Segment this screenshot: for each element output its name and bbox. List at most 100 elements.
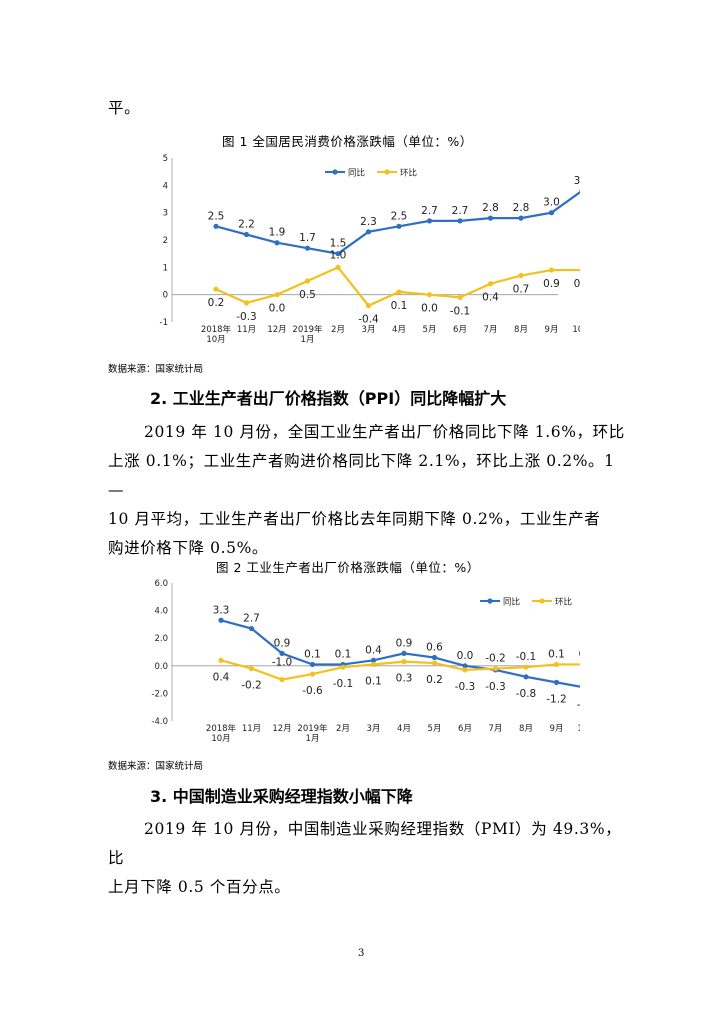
x-tick-line: 1月 xyxy=(306,734,320,744)
data-point xyxy=(279,677,285,683)
data-point xyxy=(340,664,346,670)
y-tick-label: -1 xyxy=(160,318,168,328)
data-point xyxy=(243,231,250,238)
data-point xyxy=(365,229,372,235)
data-label: 3.0 xyxy=(543,197,560,209)
data-label: -0.3 xyxy=(236,311,257,323)
data-label: 2.7 xyxy=(243,613,260,625)
x-tick-line: 10月 xyxy=(577,724,580,734)
x-tick-label: 7月 xyxy=(484,325,498,335)
figure-1-source: 数据来源：国家统计局 xyxy=(108,364,204,375)
paragraph-line: 10 月平均，工业生产者出厂价格比去年同期下降 0.2%，工业生产者 xyxy=(108,510,601,528)
data-label: 2.7 xyxy=(421,205,438,217)
x-tick-line: 5月 xyxy=(423,325,437,335)
data-label: -0.2 xyxy=(241,680,262,692)
x-tick-line: 11月 xyxy=(237,325,256,335)
data-label: 0.0 xyxy=(421,303,438,315)
data-label: 0.3 xyxy=(396,673,413,685)
data-label: 1.0 xyxy=(330,249,347,261)
x-tick-line: 6月 xyxy=(453,325,467,335)
data-label: 2.3 xyxy=(360,216,377,228)
data-label: 0.4 xyxy=(482,292,499,304)
x-tick-label: 11月 xyxy=(242,724,261,734)
data-label: 0.5 xyxy=(299,289,316,301)
x-tick-label: 5月 xyxy=(428,724,442,734)
x-tick-line: 12月 xyxy=(272,724,291,734)
data-point xyxy=(548,210,555,216)
data-label: -0.1 xyxy=(516,651,537,663)
x-tick-label: 2019年 1月 xyxy=(297,723,328,744)
x-tick-line: 10月 xyxy=(572,325,580,335)
x-tick-label: 9月 xyxy=(545,325,559,335)
data-point xyxy=(462,667,468,673)
y-tick-label: 0.0 xyxy=(154,662,168,672)
x-tick-line: 9月 xyxy=(550,724,564,734)
x-tick-label: 2019年 1月 xyxy=(292,324,323,345)
data-point xyxy=(365,303,372,309)
x-tick-line: 2018年 xyxy=(201,324,232,335)
section-2-paragraph: 2019 年 10 月份，全国工业生产者出厂价格同比下降 1.6%，环比 上涨 … xyxy=(108,418,628,563)
x-tick-line: 2019年 xyxy=(297,723,328,734)
page-number: 3 xyxy=(358,948,365,959)
legend-label: 同比 xyxy=(348,168,365,179)
data-point xyxy=(579,189,580,193)
data-label: -0.3 xyxy=(455,681,476,693)
x-tick-label: 2月 xyxy=(331,325,345,335)
legend-label: 同比 xyxy=(503,597,520,608)
data-point xyxy=(553,661,560,668)
section-2-heading: 2. 工业生产者出厂价格指数（PPI）同比降幅扩大 xyxy=(150,389,507,408)
x-tick-line: 8月 xyxy=(519,724,533,734)
y-tick-label: 1 xyxy=(163,263,168,273)
data-label: 2.5 xyxy=(208,210,225,222)
data-point xyxy=(274,292,280,298)
data-point xyxy=(431,660,438,666)
legend-marker xyxy=(539,598,545,604)
data-label: 0.1 xyxy=(365,675,382,687)
figure-2-title: 图 2 工业生产者出厂价格涨跌幅（单位：%） xyxy=(216,560,480,575)
data-label: 0.6 xyxy=(426,642,443,654)
x-tick-label: 11月 xyxy=(237,325,256,335)
data-point xyxy=(243,300,250,306)
data-label: 2.8 xyxy=(513,202,530,214)
y-tick-label: -4.0 xyxy=(151,717,168,727)
data-label: 1.9 xyxy=(269,227,286,239)
legend-marker xyxy=(332,169,338,175)
data-point xyxy=(426,218,433,224)
paragraph-line: 2019 年 10 月份，中国制造业采购经理指数（PMI）为 49.3%，比 xyxy=(108,820,622,867)
data-point xyxy=(213,286,219,292)
y-tick-label: 4 xyxy=(163,181,168,191)
legend-label: 环比 xyxy=(400,168,417,179)
x-tick-label: 12月 xyxy=(272,724,291,734)
data-label: -0.3 xyxy=(485,681,506,693)
data-point xyxy=(548,267,555,273)
data-point xyxy=(492,665,499,672)
y-tick-label: 4.0 xyxy=(154,607,168,617)
x-tick-label: 5月 xyxy=(423,325,437,335)
data-point xyxy=(518,272,524,279)
section-3-paragraph: 2019 年 10 月份，中国制造业采购经理指数（PMI）为 49.3%，比 上… xyxy=(108,815,628,902)
legend-marker xyxy=(487,598,493,604)
data-label: 1.5 xyxy=(330,238,347,250)
data-label: -1.6 xyxy=(577,699,580,711)
data-point xyxy=(487,281,494,287)
data-point xyxy=(457,294,463,300)
data-point xyxy=(462,663,468,669)
data-point xyxy=(401,650,407,656)
section-3-heading: 3. 中国制造业采购经理指数小幅下降 xyxy=(150,787,413,806)
x-tick-label: 9月 xyxy=(550,724,564,734)
data-point xyxy=(518,215,524,221)
data-point xyxy=(304,245,311,251)
data-point xyxy=(274,240,280,246)
data-point xyxy=(396,289,402,295)
y-tick-label: 2 xyxy=(163,236,168,246)
paragraph-line: 购进价格下降 0.5%。 xyxy=(108,539,269,557)
x-tick-line: 2月 xyxy=(331,325,345,335)
data-point xyxy=(523,674,529,680)
x-tick-line: 10月 xyxy=(206,335,225,345)
data-label: -0.6 xyxy=(302,685,323,697)
x-tick-line: 2019年 xyxy=(292,324,323,335)
data-label: 0.1 xyxy=(579,648,580,660)
data-label: 0.9 xyxy=(574,278,580,290)
